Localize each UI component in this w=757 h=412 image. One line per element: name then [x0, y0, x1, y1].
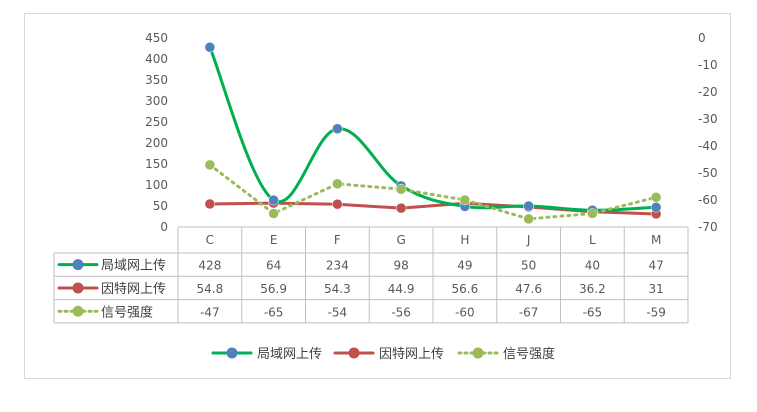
table-value-cell: 54.8 [197, 282, 224, 296]
y-right-tick-label: -10 [698, 58, 718, 72]
table-value-cell: 44.9 [388, 282, 415, 296]
table-value-cell: 64 [266, 259, 281, 273]
series-line-0 [208, 45, 658, 212]
series-point-0 [523, 200, 534, 212]
y-left-tick-label: 200 [145, 136, 168, 150]
series-point-0 [650, 202, 662, 213]
x-category-label: M [651, 233, 661, 247]
table-value-cell: 54.3 [324, 282, 351, 296]
table-legend-key-marker [72, 305, 84, 317]
table-value-cell: 49 [457, 259, 472, 273]
series-point-2 [523, 213, 534, 225]
y-left-tick-label: 400 [145, 52, 168, 66]
table-value-cell: 56.6 [452, 282, 479, 296]
series-point-2 [587, 208, 598, 219]
legend-label: 因特网上传 [379, 347, 444, 362]
table-value-cell: 31 [648, 282, 663, 296]
table-series-name: 因特网上传 [101, 282, 166, 297]
y-right-tick-label: -40 [698, 139, 718, 153]
table-value-cell: 36.2 [579, 282, 606, 296]
table-value-cell: -65 [264, 305, 284, 319]
table-value-cell: -67 [519, 305, 539, 319]
table-legend-key-marker [72, 259, 84, 271]
x-category-label: G [396, 233, 405, 247]
legend-key-marker [472, 347, 484, 359]
y-left-tick-label: 50 [153, 199, 168, 213]
x-category-label: J [526, 233, 531, 247]
y-right-tick-label: -30 [698, 112, 718, 126]
x-category-label: E [270, 233, 278, 247]
series-point-2 [395, 183, 407, 195]
table-value-cell: 50 [521, 259, 536, 273]
table-value-cell: -54 [328, 305, 348, 319]
table-value-cell: -59 [646, 305, 666, 319]
series-point-0 [332, 123, 343, 134]
table-value-cell: 56.9 [260, 282, 287, 296]
series-line-2 [208, 163, 658, 221]
legend-key-marker [226, 347, 238, 359]
series-point-2 [459, 194, 471, 206]
legend-key-marker [348, 347, 360, 359]
y-left-tick-label: 350 [145, 73, 168, 87]
y-left-tick-label: 450 [145, 31, 168, 45]
series-point-2 [650, 192, 662, 203]
y-right-tick-label: -60 [698, 193, 718, 207]
table-value-cell: 234 [326, 259, 349, 273]
chart-frame [24, 13, 731, 379]
y-right-tick-label: -20 [698, 85, 718, 99]
table-value-cell: 47 [648, 259, 663, 273]
table-value-cell: 98 [393, 259, 408, 273]
y-right-tick-label: -50 [698, 166, 718, 180]
series-point-1 [395, 202, 407, 214]
y-left-tick-label: 100 [145, 178, 168, 192]
series-point-2 [204, 159, 216, 171]
series-point-1 [332, 198, 343, 210]
series-point-2 [268, 208, 279, 219]
x-category-label: C [206, 233, 214, 247]
table-value-cell: 428 [198, 259, 221, 273]
table-value-cell: -56 [391, 305, 411, 319]
x-category-label: L [589, 233, 596, 247]
legend-label: 信号强度 [503, 346, 555, 362]
y-left-tick-label: 250 [145, 115, 168, 129]
series-point-0 [204, 41, 216, 53]
y-left-tick-label: 0 [160, 220, 168, 234]
table-value-cell: 47.6 [515, 282, 542, 296]
x-category-label: F [334, 233, 341, 247]
table-legend-key-marker [72, 282, 84, 294]
y-left-tick-label: 300 [145, 94, 168, 108]
series-point-0 [268, 194, 279, 206]
legend-label: 局域网上传 [257, 347, 322, 362]
y-left-tick-label: 150 [145, 157, 168, 171]
series-point-1 [204, 198, 216, 210]
table-value-cell: -47 [200, 305, 220, 319]
table-value-cell: 40 [585, 259, 600, 273]
table-value-cell: -65 [583, 305, 603, 319]
y-right-tick-label: -70 [698, 220, 718, 234]
x-category-label: H [460, 233, 469, 247]
table-value-cell: -60 [455, 305, 475, 319]
series-point-2 [332, 178, 343, 190]
table-series-name: 局域网上传 [101, 259, 166, 274]
y-right-tick-label: 0 [698, 31, 706, 45]
table-series-name: 信号强度 [101, 304, 153, 320]
